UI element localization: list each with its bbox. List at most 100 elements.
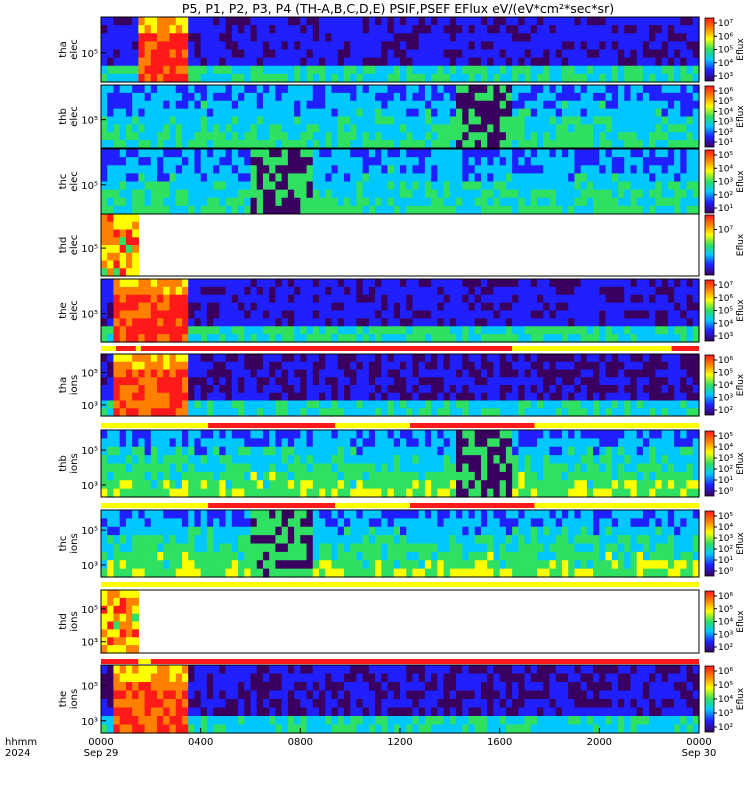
spectrogram-cell bbox=[543, 294, 551, 304]
spectrogram-cell bbox=[387, 463, 395, 473]
spectrogram-cell bbox=[424, 463, 432, 473]
spectrogram-cell bbox=[512, 73, 519, 83]
spectrogram-cell bbox=[512, 463, 519, 473]
spectrogram-cell bbox=[125, 197, 133, 207]
spectrogram-cell bbox=[356, 157, 364, 166]
spectrogram-cell bbox=[393, 165, 401, 174]
spectrogram-cell bbox=[125, 149, 133, 158]
spectrogram-cell bbox=[213, 326, 220, 335]
spectrogram-cell bbox=[132, 57, 139, 67]
spectrogram-cell bbox=[449, 334, 457, 343]
spectrogram-cell bbox=[163, 57, 171, 67]
spectrogram-cell bbox=[474, 326, 482, 335]
spectrogram-cell bbox=[456, 369, 463, 378]
spectrogram-cell bbox=[580, 286, 588, 296]
spectrogram-cell bbox=[325, 189, 333, 199]
spectrogram-cell bbox=[406, 369, 414, 378]
spectrogram-cell bbox=[530, 438, 538, 448]
spectrogram-cell bbox=[300, 408, 308, 417]
spectrogram-cell bbox=[256, 463, 264, 473]
spectrogram-cell bbox=[138, 65, 146, 75]
spectrogram-cell bbox=[362, 438, 370, 448]
spectrogram-cell bbox=[244, 57, 252, 67]
spectrogram-cell bbox=[231, 108, 239, 118]
spectrogram-cell bbox=[294, 65, 301, 75]
spectrogram-cell bbox=[256, 33, 264, 42]
spectrogram-cell bbox=[213, 551, 220, 561]
spectrogram-cell bbox=[574, 116, 582, 125]
spectrogram-cell bbox=[169, 149, 177, 158]
spectrogram-cell bbox=[537, 488, 544, 498]
spectrogram-cell bbox=[119, 438, 127, 448]
spectrogram-cell bbox=[686, 408, 694, 417]
spectrogram-cell bbox=[107, 197, 115, 207]
spectrogram-cell bbox=[667, 100, 675, 110]
spectrogram-cell bbox=[493, 165, 501, 174]
spectrogram-cell bbox=[356, 17, 364, 26]
figure-title: P5, P1, P2, P3, P4 (TH-A,B,C,D,E) PSIF,P… bbox=[182, 1, 614, 16]
spectrogram-cell bbox=[144, 149, 152, 158]
spectrogram-cell bbox=[443, 334, 451, 343]
spectrogram-cell bbox=[574, 286, 582, 296]
spectrogram-cell bbox=[157, 149, 164, 158]
panel-frame bbox=[100, 84, 700, 149]
spectrogram-cell bbox=[225, 85, 233, 94]
spectrogram-cell bbox=[456, 140, 463, 149]
spectrogram-cell bbox=[418, 334, 426, 343]
spectrogram-cell bbox=[157, 480, 164, 490]
spectrogram-cell bbox=[269, 33, 277, 42]
spectrogram-cell bbox=[543, 85, 551, 94]
spectrogram-cell bbox=[250, 377, 258, 386]
spectrogram-cell bbox=[194, 318, 202, 327]
spectrogram-cell bbox=[674, 73, 681, 83]
spectrogram-cell bbox=[406, 326, 414, 335]
spectrogram-cell bbox=[238, 535, 245, 545]
spectrogram-cell bbox=[200, 286, 208, 296]
spectrogram-cell bbox=[181, 294, 189, 304]
spectrogram-cell bbox=[443, 197, 451, 207]
spectrogram-cell bbox=[188, 438, 196, 448]
spectrogram-cell bbox=[437, 132, 445, 141]
spectrogram-cell bbox=[150, 108, 158, 118]
spectrogram-cell bbox=[424, 294, 432, 304]
spectrogram-cell bbox=[418, 318, 426, 327]
spectrogram-cell bbox=[649, 73, 656, 83]
spectrogram-cell bbox=[281, 430, 289, 439]
spectrogram-cell bbox=[580, 392, 588, 402]
spectrogram-cell bbox=[150, 430, 158, 439]
spectrogram-cell bbox=[113, 535, 121, 545]
spectrogram-cell bbox=[375, 369, 382, 378]
spectrogram-cell bbox=[219, 518, 227, 528]
spectrogram-cell bbox=[119, 214, 127, 223]
spectrogram-cell bbox=[474, 279, 482, 288]
spectrogram-cell bbox=[499, 25, 507, 34]
spectrogram-cell bbox=[132, 108, 139, 118]
spectrogram-cell bbox=[238, 518, 245, 528]
spectrogram-cell bbox=[231, 535, 239, 545]
spectrogram-cell bbox=[231, 400, 239, 409]
spectrogram-cell bbox=[256, 408, 264, 417]
spectrogram-cell bbox=[586, 25, 594, 34]
spectrogram-cell bbox=[225, 149, 233, 158]
spectrogram-cell bbox=[300, 140, 308, 149]
spectrogram-cell bbox=[188, 286, 196, 296]
spectrogram-cell bbox=[225, 463, 233, 473]
spectrogram-cell bbox=[306, 65, 314, 75]
spectrogram-cell bbox=[636, 165, 644, 174]
spectrogram-cell bbox=[306, 294, 314, 304]
spectrogram-cell bbox=[362, 455, 370, 465]
spectrogram-cell bbox=[512, 85, 519, 94]
spectrogram-cell bbox=[649, 197, 656, 207]
spectrogram-cell bbox=[412, 100, 420, 110]
spectrogram-cell bbox=[449, 369, 457, 378]
spectrogram-cell bbox=[674, 49, 681, 59]
spectrogram-cell bbox=[225, 551, 233, 561]
spectrogram-cell bbox=[605, 165, 613, 174]
spectrogram-cell bbox=[138, 116, 146, 125]
spectrogram-cell bbox=[262, 438, 270, 448]
spectrogram-cell bbox=[306, 92, 314, 102]
spectrogram-cell bbox=[555, 173, 563, 183]
spectrogram-cell bbox=[219, 17, 227, 26]
spectrogram-cell bbox=[524, 294, 532, 304]
spectrogram-cell bbox=[188, 334, 196, 343]
